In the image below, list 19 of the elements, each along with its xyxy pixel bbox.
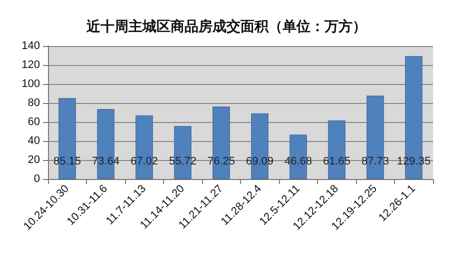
data-label: 46.68 (284, 156, 312, 168)
y-tick-label: 20 (28, 154, 40, 166)
data-label: 55.72 (168, 156, 197, 168)
chart-title: 近十周主城区商品房成交面积（单位：万方） (86, 18, 366, 34)
y-tick-label: 140 (22, 40, 40, 52)
y-tick-label: 100 (22, 78, 40, 90)
data-label: 69.09 (246, 156, 274, 168)
y-tick-label: 120 (22, 59, 40, 71)
data-label: 73.64 (92, 156, 120, 168)
y-tick-label: 80 (28, 97, 40, 109)
y-tick-label: 40 (28, 135, 40, 147)
data-label: 87.73 (361, 156, 390, 168)
y-tick-label: 0 (34, 173, 40, 185)
data-label: 129.35 (396, 156, 431, 168)
data-label: 67.02 (130, 156, 158, 168)
data-label: 76.25 (207, 156, 236, 168)
data-label: 85.15 (53, 156, 82, 168)
data-label: 61.65 (322, 156, 351, 168)
y-tick-label: 60 (28, 116, 40, 128)
